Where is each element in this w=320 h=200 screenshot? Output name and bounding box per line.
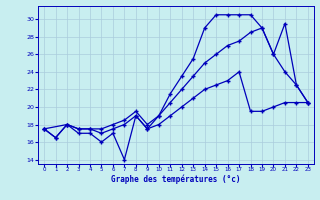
- X-axis label: Graphe des températures (°c): Graphe des températures (°c): [111, 175, 241, 184]
